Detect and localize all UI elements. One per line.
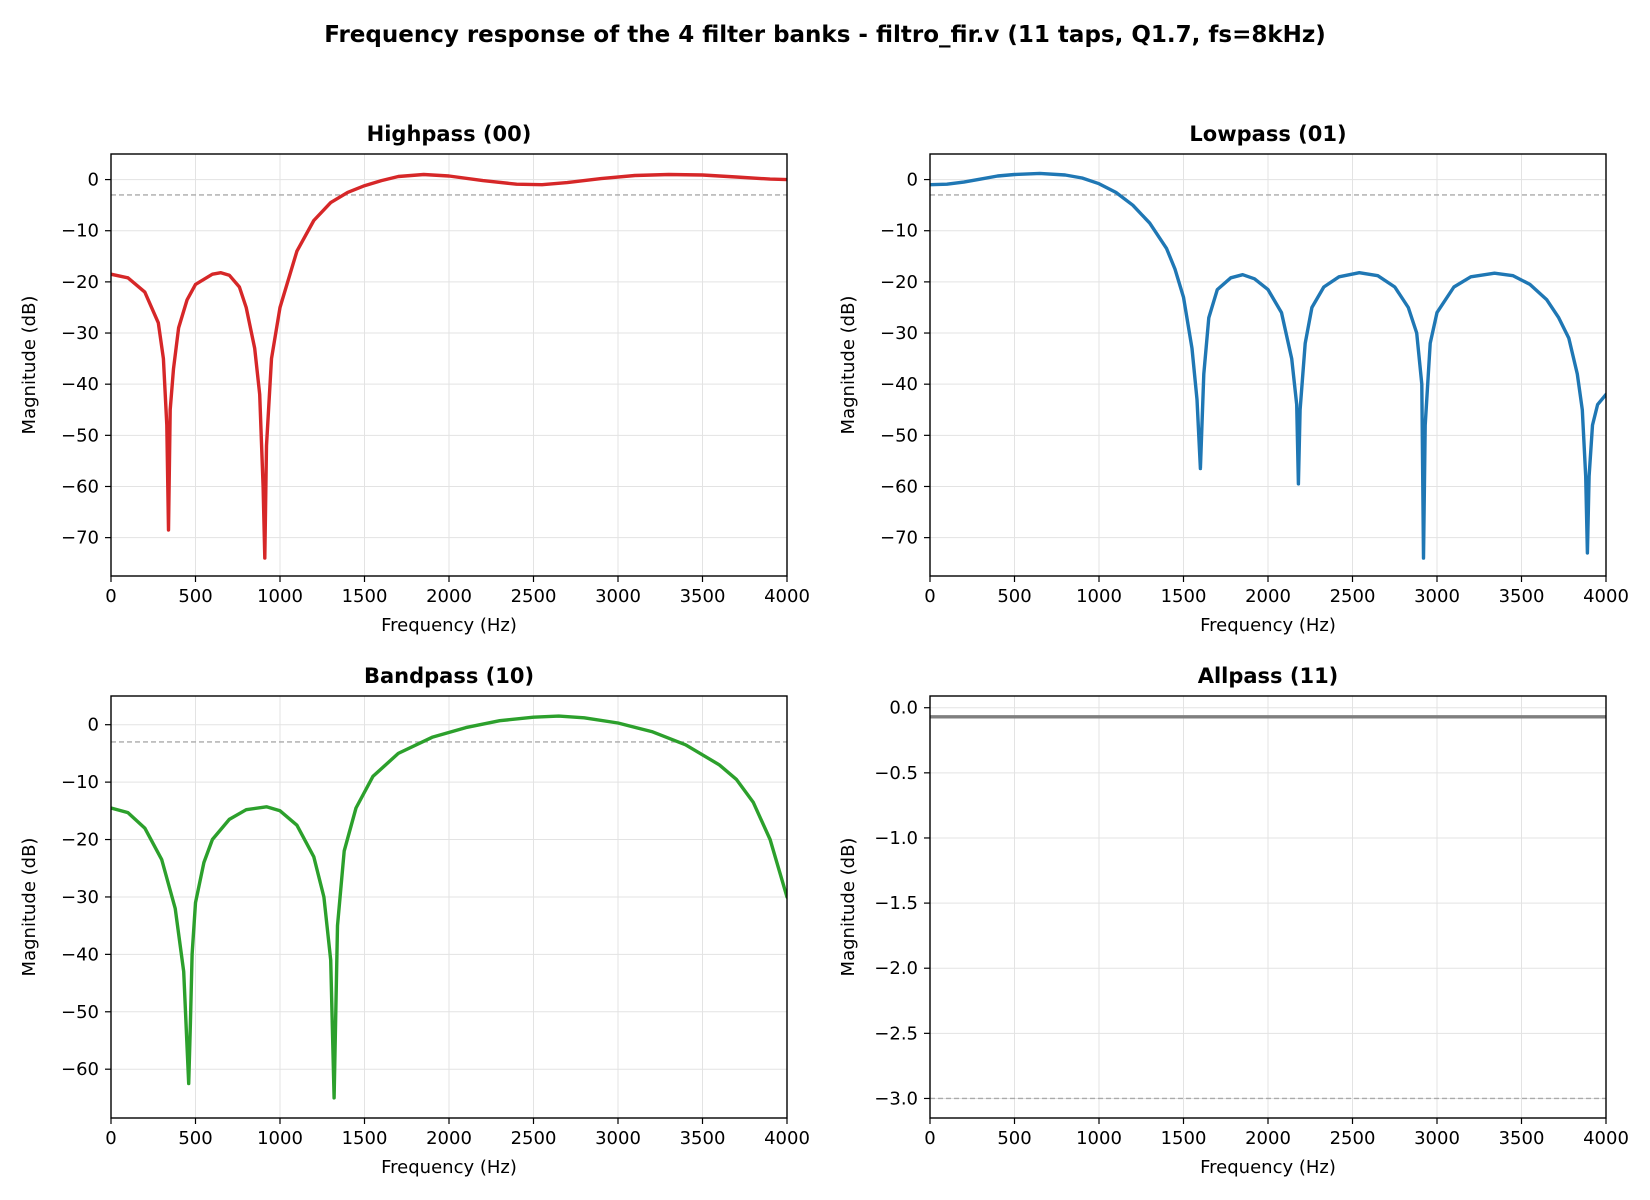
x-tick-label: 2000 xyxy=(1245,1128,1291,1149)
x-tick-label: 2000 xyxy=(1245,586,1291,607)
y-tick-label: −1.5 xyxy=(874,893,918,914)
x-tick-label: 4000 xyxy=(1583,586,1629,607)
x-axis-label: Frequency (Hz) xyxy=(1200,1157,1336,1178)
subplots-grid: 0 500 1000 1500 2000 2500 3000 3500 4000 0 −10 −20 −… xyxy=(19,122,1629,1178)
x-tick-label: 2500 xyxy=(1330,586,1376,607)
x-tick-label: 3500 xyxy=(680,1128,726,1149)
y-tick-label: −1.0 xyxy=(874,828,918,849)
y-tick-label: −10 xyxy=(880,221,918,242)
x-tick-label: 0 xyxy=(105,1128,116,1149)
x-axis-label: Frequency (Hz) xyxy=(381,615,517,636)
x-tick-label: 1000 xyxy=(1076,1128,1122,1149)
y-tick-label: −2.5 xyxy=(874,1023,918,1044)
x-tick-label: 1500 xyxy=(342,1128,388,1149)
x-tick-label: 1500 xyxy=(1161,1128,1207,1149)
x-tick-label: 1500 xyxy=(342,586,388,607)
y-tick-label: −50 xyxy=(61,1002,99,1023)
subplot-title: Lowpass (01) xyxy=(1189,122,1346,146)
subplot-1: 0 500 1000 1500 2000 2500 3000 3500 4000 0 −10 −20 −… xyxy=(19,122,810,636)
x-tick-label: 2000 xyxy=(426,1128,472,1149)
y-tick-label: −30 xyxy=(61,887,99,908)
x-tick-label: 500 xyxy=(997,1128,1031,1149)
y-tick-label: 0 xyxy=(907,170,918,191)
figure-title: Frequency response of the 4 filter banks… xyxy=(324,22,1326,48)
y-tick-label: −0.5 xyxy=(874,763,918,784)
x-tick-label: 3000 xyxy=(595,586,641,607)
x-axis-label: Frequency (Hz) xyxy=(381,1157,517,1178)
series-line xyxy=(930,171,1606,560)
x-tick-label: 2500 xyxy=(511,1128,557,1149)
y-tick-label: −40 xyxy=(880,374,918,395)
subplot-4: 0 500 1000 1500 2000 2500 3000 3500 4000 0.0 −0.5 −… xyxy=(838,664,1629,1178)
y-tick-label: −70 xyxy=(880,528,918,549)
x-tick-label: 4000 xyxy=(1583,1128,1629,1149)
x-tick-label: 1000 xyxy=(257,586,303,607)
y-tick-label: −20 xyxy=(880,272,918,293)
x-tick-label: 3000 xyxy=(1414,1128,1460,1149)
x-tick-label: 0 xyxy=(105,586,116,607)
x-tick-label: 4000 xyxy=(764,1128,810,1149)
y-tick-label: −10 xyxy=(61,772,99,793)
subplot-title: Allpass (11) xyxy=(1198,664,1339,688)
y-tick-label: −20 xyxy=(61,830,99,851)
x-tick-label: 500 xyxy=(997,586,1031,607)
y-tick-label: −40 xyxy=(61,374,99,395)
y-tick-label: −2.0 xyxy=(874,958,918,979)
x-tick-label: 1500 xyxy=(1161,586,1207,607)
y-tick-label: −50 xyxy=(61,425,99,446)
x-tick-label: 3000 xyxy=(1414,586,1460,607)
y-tick-label: −20 xyxy=(61,272,99,293)
y-axis-label: Magnitude (dB) xyxy=(19,838,40,977)
x-tick-label: 0 xyxy=(924,1128,935,1149)
y-tick-label: −30 xyxy=(880,323,918,344)
subplot-2: 0 500 1000 1500 2000 2500 3000 3500 4000 0 −10 −20 −… xyxy=(838,122,1629,636)
x-tick-label: 3000 xyxy=(595,1128,641,1149)
y-tick-label: 0 xyxy=(88,715,99,736)
y-tick-label: −60 xyxy=(61,476,99,497)
y-tick-label: −70 xyxy=(61,528,99,549)
series-line xyxy=(111,172,787,560)
y-tick-label: −30 xyxy=(61,323,99,344)
subplot-title: Bandpass (10) xyxy=(364,664,534,688)
y-tick-label: −3.0 xyxy=(874,1088,918,1109)
x-axis-label: Frequency (Hz) xyxy=(1200,615,1336,636)
subplot-3: 0 500 1000 1500 2000 2500 3000 3500 4000 0 −10 −20 −… xyxy=(19,664,810,1178)
x-tick-label: 500 xyxy=(178,1128,212,1149)
y-tick-label: −40 xyxy=(61,944,99,965)
x-tick-label: 3500 xyxy=(680,586,726,607)
subplot-title: Highpass (00) xyxy=(367,122,532,146)
x-tick-label: 1000 xyxy=(1076,586,1122,607)
series-line xyxy=(111,714,787,1100)
x-tick-label: 500 xyxy=(178,586,212,607)
x-tick-label: 2000 xyxy=(426,586,472,607)
y-tick-label: −60 xyxy=(61,1059,99,1080)
y-axis-label: Magnitude (dB) xyxy=(838,296,859,435)
y-axis-label: Magnitude (dB) xyxy=(838,838,859,977)
x-tick-label: 1000 xyxy=(257,1128,303,1149)
x-tick-label: 2500 xyxy=(1330,1128,1376,1149)
x-tick-label: 4000 xyxy=(764,586,810,607)
y-tick-label: −50 xyxy=(880,425,918,446)
x-tick-label: 2500 xyxy=(511,586,557,607)
y-tick-label: 0 xyxy=(88,170,99,191)
y-tick-label: −10 xyxy=(61,221,99,242)
x-tick-label: 3500 xyxy=(1499,586,1545,607)
x-tick-label: 0 xyxy=(924,586,935,607)
y-tick-label: 0.0 xyxy=(889,698,918,719)
x-tick-label: 3500 xyxy=(1499,1128,1545,1149)
y-tick-label: −60 xyxy=(880,476,918,497)
y-axis-label: Magnitude (dB) xyxy=(19,296,40,435)
